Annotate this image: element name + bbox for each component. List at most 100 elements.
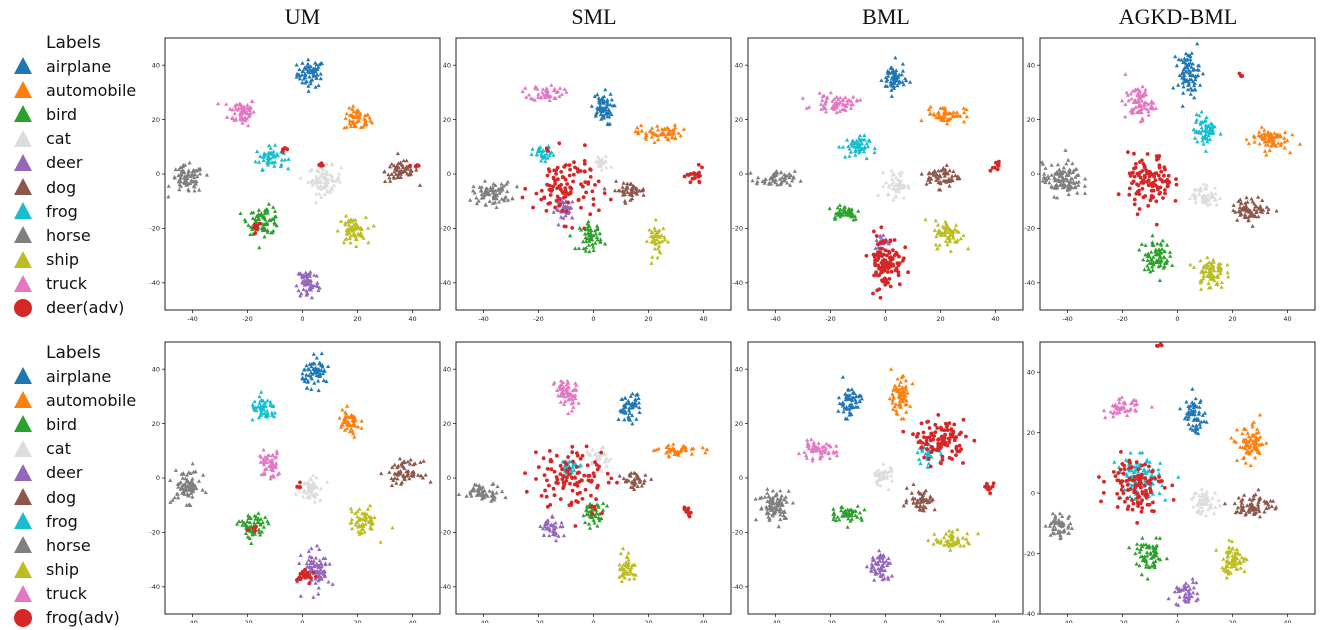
y-tick-label: 0 [156, 170, 160, 178]
adv-point [890, 257, 894, 261]
adv-point [941, 440, 945, 444]
adv-point [550, 460, 554, 464]
adv-point [548, 503, 552, 507]
y-tick-label: 20 [443, 116, 451, 124]
adv-point [1140, 169, 1144, 173]
adv-point [952, 423, 956, 427]
adv-point [543, 489, 547, 493]
x-tick-label: 20 [644, 619, 652, 623]
y-tick-label: 40 [152, 61, 160, 69]
adv-point [550, 467, 554, 471]
adv-point [1152, 175, 1156, 179]
x-tick-label: 40 [699, 619, 707, 623]
adv-point [1132, 152, 1136, 156]
adv-point [1132, 180, 1136, 184]
adv-point [568, 174, 572, 178]
adv-point [925, 420, 929, 424]
adv-point [1147, 183, 1151, 187]
y-tick-label: -20 [440, 225, 451, 233]
adv-point [588, 212, 592, 216]
adv-point [988, 491, 992, 495]
adv-point [559, 464, 563, 468]
adv-point [599, 451, 603, 455]
adv-point [877, 273, 881, 277]
adv-point [1158, 163, 1162, 167]
adv-point [997, 160, 1001, 164]
adv-point [997, 164, 1001, 168]
y-tick-label: 40 [443, 365, 451, 373]
adv-point [607, 481, 611, 485]
adv-point [317, 163, 321, 167]
adv-point [255, 226, 259, 230]
adv-point [548, 201, 552, 205]
x-tick-label: -20 [242, 315, 253, 323]
adv-point [553, 493, 557, 497]
adv-point [1166, 185, 1170, 189]
adv-point [1135, 182, 1139, 186]
x-tick-label: -40 [187, 619, 198, 623]
adv-point [1160, 178, 1164, 182]
adv-point [1137, 189, 1141, 193]
adv-point [915, 435, 919, 439]
adv-point [1133, 198, 1137, 202]
adv-point [548, 449, 552, 453]
adv-point [925, 447, 929, 451]
adv-point [879, 225, 883, 229]
y-tick-label: 20 [735, 420, 743, 428]
adv-point [593, 183, 597, 187]
adv-point [939, 426, 943, 430]
adv-point [890, 270, 894, 274]
adv-point [925, 436, 929, 440]
adv-point [563, 186, 567, 190]
adv-point [577, 471, 581, 475]
adv-point [566, 201, 570, 205]
adv-point [872, 253, 876, 257]
adv-point [571, 489, 575, 493]
adv-point [582, 227, 586, 231]
adv-point [689, 180, 693, 184]
x-tick-label: 40 [408, 315, 416, 323]
adv-point [942, 428, 946, 432]
adv-point [597, 180, 601, 184]
adv-point [581, 454, 585, 458]
adv-point [1133, 175, 1137, 179]
adv-point [589, 505, 593, 509]
adv-point [946, 428, 950, 432]
y-tick-label: -40 [732, 583, 743, 591]
adv-point [557, 141, 561, 145]
adv-point [583, 159, 587, 163]
x-tick-label: 40 [699, 315, 707, 323]
x-tick-label: 0 [883, 619, 887, 623]
adv-point [1128, 187, 1132, 191]
adv-point [1154, 199, 1158, 203]
adv-point [570, 501, 574, 505]
adv-point [575, 451, 579, 455]
adv-point [886, 270, 890, 274]
x-tick-label: -40 [770, 619, 781, 623]
adv-point [549, 188, 553, 192]
adv-point [568, 482, 572, 486]
adv-point [585, 445, 589, 449]
adv-point [879, 296, 883, 300]
adv-point [882, 253, 886, 257]
x-tick-label: -20 [1117, 315, 1128, 323]
adv-point [298, 481, 302, 485]
adv-point [586, 474, 590, 478]
adv-point [615, 481, 619, 485]
adv-point [552, 487, 556, 491]
adv-point [884, 249, 888, 253]
adv-point [568, 473, 572, 477]
y-tick-label: 0 [447, 170, 451, 178]
adv-point [1239, 74, 1243, 78]
y-tick-label: -40 [732, 279, 743, 287]
adv-point [891, 248, 895, 252]
adv-point [561, 191, 565, 195]
adv-point [566, 455, 570, 459]
adv-point [1147, 178, 1151, 182]
adv-point [1155, 158, 1159, 162]
adv-point [1150, 196, 1154, 200]
adv-point [557, 204, 561, 208]
adv-point [408, 164, 412, 168]
